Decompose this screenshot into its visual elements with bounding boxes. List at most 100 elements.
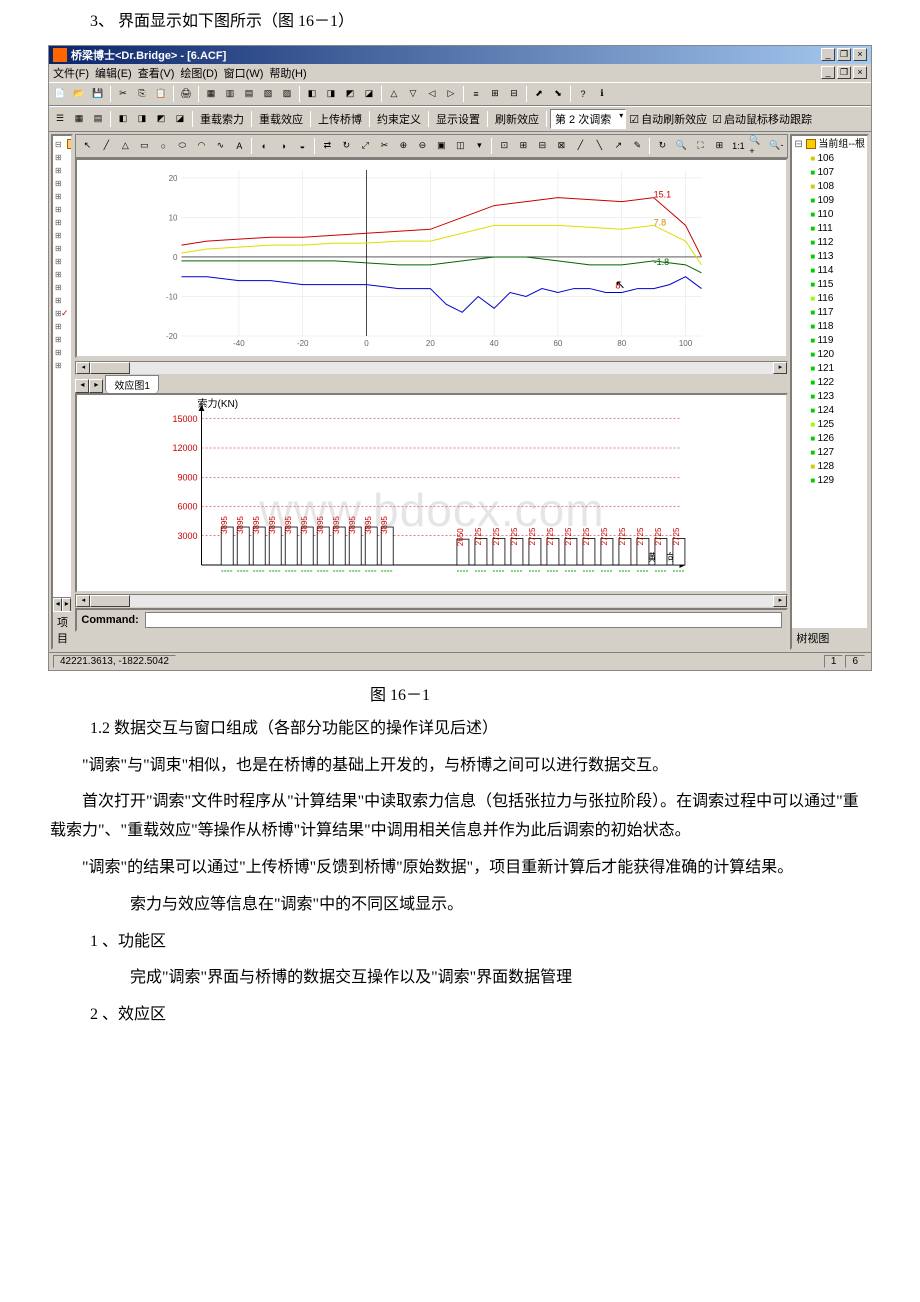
tool-icon[interactable]: 1:1	[729, 137, 747, 155]
scroll-right-icon[interactable]: ▸	[773, 595, 787, 607]
tree-root[interactable]: P1	[55, 138, 69, 151]
tree-leaf[interactable]: 120	[794, 348, 865, 362]
child-close-button[interactable]: ×	[853, 66, 867, 79]
tool-icon[interactable]: ▦	[70, 110, 88, 128]
btn-refresh[interactable]: 刷新效应	[491, 111, 543, 127]
tool-icon[interactable]: ◪	[171, 110, 189, 128]
tool-icon[interactable]: ◫	[451, 137, 469, 155]
scroll-left-icon[interactable]: ◂	[76, 362, 90, 374]
tree-item[interactable]: T梁(简支)	[55, 320, 71, 333]
tool-icon[interactable]: ╲	[590, 137, 608, 155]
tree-item[interactable]: 第三联demo	[55, 294, 71, 307]
tab-prev-icon[interactable]: ◂	[75, 379, 89, 393]
line-icon[interactable]: ╱	[97, 137, 115, 155]
zoom-out-icon[interactable]: 🔍-	[767, 137, 785, 155]
tool-icon[interactable]: ⊟	[505, 85, 523, 103]
tree-leaf[interactable]: 128	[794, 460, 865, 474]
arc-icon[interactable]: ◠	[192, 137, 210, 155]
tree-leaf[interactable]: 124	[794, 404, 865, 418]
tree-item[interactable]: T梁	[55, 216, 71, 229]
menu-view[interactable]: 查看(V)	[138, 65, 175, 81]
tool-icon[interactable]: ⊕	[394, 137, 412, 155]
mirror-icon[interactable]: ⇄	[318, 137, 336, 155]
tool-icon[interactable]: ◑	[274, 137, 292, 155]
tool-icon[interactable]: ▨	[278, 85, 296, 103]
scroll-right-icon[interactable]: ▸	[773, 362, 787, 374]
btn-display-settings[interactable]: 显示设置	[432, 111, 484, 127]
btn-upload[interactable]: 上传桥博	[314, 111, 366, 127]
tree-leaf[interactable]: 119	[794, 334, 865, 348]
tree-item[interactable]: 绕城东枢纽五号	[55, 281, 71, 294]
about-icon[interactable]: ℹ	[593, 85, 611, 103]
titlebar[interactable]: 桥梁博士<Dr.Bridge> - [6.ACF] _ ❐ ×	[49, 46, 871, 64]
tool-icon[interactable]: ▾	[470, 137, 488, 155]
tree-item[interactable]: dfscaculation	[55, 229, 71, 242]
menu-edit[interactable]: 编辑(E)	[95, 65, 132, 81]
menu-file[interactable]: 文件(F)	[53, 65, 89, 81]
tab-next-icon[interactable]: ▸	[89, 379, 103, 393]
maximize-button[interactable]: ❐	[837, 48, 851, 61]
chk-mouse-track[interactable]: 启动鼠标移动跟踪	[710, 111, 814, 127]
curve-icon[interactable]: ∿	[211, 137, 229, 155]
btn-reload-effect[interactable]: 重载效应	[255, 111, 307, 127]
tool-icon[interactable]: ⊠	[552, 137, 570, 155]
tool-icon[interactable]: ◩	[341, 85, 359, 103]
tree-item[interactable]: 滨州黄河公路大	[55, 164, 71, 177]
tree-leaf[interactable]: 107	[794, 166, 865, 180]
tree-leaf[interactable]: 113	[794, 250, 865, 264]
tool-icon[interactable]: ▥	[221, 85, 239, 103]
save-icon[interactable]: 💾	[89, 85, 107, 103]
tree-leaf[interactable]: 109	[794, 194, 865, 208]
tool-icon[interactable]: ⊞	[710, 137, 728, 155]
tree-item[interactable]	[55, 307, 71, 320]
tool-icon[interactable]: ▤	[89, 110, 107, 128]
tree-leaf[interactable]: 129	[794, 474, 865, 488]
menu-help[interactable]: 帮助(H)	[269, 65, 306, 81]
tool-icon[interactable]: ✂	[375, 137, 393, 155]
tree-item[interactable]: 清洋路大桥	[55, 242, 71, 255]
tree-leaf[interactable]: 126	[794, 432, 865, 446]
tool-icon[interactable]: ◧	[303, 85, 321, 103]
btn-reload-force[interactable]: 重载索力	[196, 111, 248, 127]
tree-hscroll[interactable]: ◂ ▸	[53, 597, 71, 611]
tree-item[interactable]: 绕城东枢纽一号	[55, 255, 71, 268]
tool-icon[interactable]: ⊖	[413, 137, 431, 155]
tool-icon[interactable]: ≡	[467, 85, 485, 103]
zoom-in-icon[interactable]: 🔍+	[748, 137, 766, 155]
open-icon[interactable]: 📂	[70, 85, 88, 103]
command-input[interactable]	[145, 612, 783, 628]
tree-item[interactable]: 苏州东方大道斜	[55, 177, 71, 190]
project-tree[interactable]: P1 变商度梁底缘束滨州黄河公路大苏州东方大道斜test连梁T梁dfscacul…	[53, 136, 71, 597]
tool-icon[interactable]: ◩	[152, 110, 170, 128]
scroll-right-icon[interactable]: ▸	[62, 598, 71, 612]
tool-icon[interactable]: ⊟	[533, 137, 551, 155]
tree-item[interactable]: T梁(逐孔施工	[55, 346, 71, 359]
chart1-hscroll[interactable]: ◂ ▸	[75, 361, 788, 375]
tool-icon[interactable]: ⬈	[530, 85, 548, 103]
tab-effect1[interactable]: 效应图1	[105, 375, 159, 393]
tool-icon[interactable]: ◨	[322, 85, 340, 103]
tool-icon[interactable]: ↗	[609, 137, 627, 155]
tool-icon[interactable]: ▦	[202, 85, 220, 103]
text-icon[interactable]: A	[230, 137, 248, 155]
tool-icon[interactable]: ☰	[51, 110, 69, 128]
tree-item[interactable]: 连梁	[55, 203, 71, 216]
fit-icon[interactable]: ⛶	[691, 137, 709, 155]
tool-icon[interactable]: ▣	[432, 137, 450, 155]
new-icon[interactable]: 📄	[51, 85, 69, 103]
cursor-icon[interactable]: ↖	[78, 137, 96, 155]
help-icon[interactable]: ?	[574, 85, 592, 103]
tree-item[interactable]: 曹娥江大桥	[55, 333, 71, 346]
tool-icon[interactable]: ⊞	[486, 85, 504, 103]
tree-leaf[interactable]: 112	[794, 236, 865, 250]
triangle-icon[interactable]: △	[116, 137, 134, 155]
rect-icon[interactable]: ▭	[135, 137, 153, 155]
menu-window[interactable]: 窗口(W)	[224, 65, 264, 81]
force-chart[interactable]: 索力(KN)横桥向3000600090001200015000389538953…	[75, 393, 788, 593]
tree-item[interactable]: test	[55, 190, 71, 203]
chk-auto-refresh[interactable]: 自动刷新效应	[627, 111, 709, 127]
tree-leaf[interactable]: 108	[794, 180, 865, 194]
tool-icon[interactable]: ▽	[404, 85, 422, 103]
tree-leaf[interactable]: 111	[794, 222, 865, 236]
tool-icon[interactable]: ╱	[571, 137, 589, 155]
